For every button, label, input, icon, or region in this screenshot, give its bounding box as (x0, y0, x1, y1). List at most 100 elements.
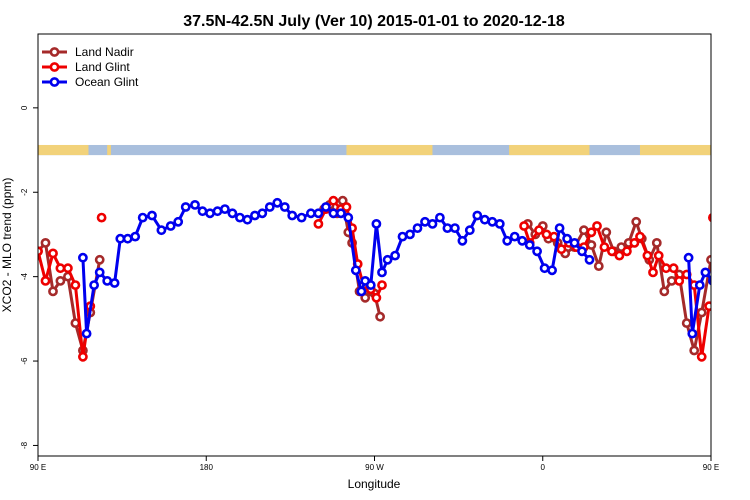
data-point (622, 246, 632, 257)
x-tick-label: 90 E (703, 463, 719, 472)
data-point (737, 233, 744, 240)
data-point (554, 223, 565, 233)
data-point (599, 242, 610, 252)
chart-title: 37.5N-42.5N July (Ver 10) 2015-01-01 to … (183, 13, 565, 30)
legend-marker (49, 77, 60, 87)
data-point (397, 231, 408, 242)
y-tick-label: 0 (20, 105, 29, 110)
land-band-segment (346, 144, 433, 156)
data-point (89, 280, 99, 290)
data-point (547, 265, 557, 276)
legend-marker (49, 62, 60, 72)
data-point (377, 267, 387, 278)
land-band-segment (38, 144, 89, 156)
series-ocean-glint (78, 197, 750, 339)
data-point (659, 286, 670, 297)
data-point (562, 233, 572, 244)
land-band-segment (107, 144, 111, 156)
y-tick-label: -4 (20, 273, 29, 281)
data-point (257, 208, 268, 219)
data-point (708, 213, 711, 223)
data-point (674, 275, 685, 286)
data-point (717, 279, 724, 286)
series-line (81, 201, 591, 336)
land-ocean-mask-band (38, 144, 747, 156)
data-point (706, 254, 711, 265)
y-axis: 0 -2 -4 -6 -8 (20, 105, 38, 449)
data-point (205, 208, 215, 219)
data-point (130, 231, 141, 242)
data-point (687, 328, 698, 339)
data-point (320, 202, 331, 212)
x-axis: 90 E 180 90 W 0 90 E (30, 456, 719, 472)
y-tick-label: -2 (20, 188, 29, 196)
data-point (180, 202, 191, 212)
data-point (234, 212, 245, 223)
data-point (614, 250, 625, 261)
data-point (78, 351, 88, 362)
data-point (700, 267, 711, 278)
data-point (96, 212, 107, 223)
x-axis-label: Longitude (348, 477, 401, 491)
legend-item: Land Glint (42, 60, 130, 74)
data-point (586, 227, 597, 238)
data-point (556, 244, 567, 255)
data-point (681, 318, 692, 328)
data-point (629, 237, 640, 248)
data-point (137, 212, 148, 223)
land-band-segment (509, 144, 590, 156)
data-point (219, 204, 230, 214)
data-point (668, 263, 679, 274)
data-point (464, 225, 475, 236)
land-band-segment (639, 144, 711, 156)
data-point (190, 199, 200, 210)
data-point (651, 237, 662, 248)
data-point (579, 225, 589, 236)
data-point (601, 227, 612, 238)
data-point (365, 280, 376, 290)
data-point (173, 216, 184, 227)
data-point (722, 235, 729, 242)
data-point (457, 235, 468, 246)
data-point (648, 267, 658, 278)
data-point (745, 214, 750, 221)
legend-label: Land Nadir (75, 45, 134, 59)
data-point (666, 275, 677, 286)
data-point (147, 210, 157, 221)
data-point (264, 202, 275, 212)
x-tick-label: 90 W (365, 463, 384, 472)
x-tick-label: 0 (541, 463, 546, 472)
data-point (661, 263, 671, 274)
data-point (48, 248, 58, 259)
data-point (642, 250, 653, 261)
data-point (94, 267, 105, 278)
data-point (48, 286, 58, 297)
data-point (94, 254, 105, 265)
data-point (272, 197, 283, 208)
data-point (635, 231, 645, 242)
x-tick-label: 180 (200, 463, 214, 472)
data-point (313, 218, 324, 229)
data-point (377, 280, 387, 290)
legend-label: Land Glint (75, 60, 130, 74)
data-point (584, 254, 595, 265)
data-point (653, 250, 664, 261)
x-tick-label: 90 E (30, 463, 46, 472)
data-point (541, 229, 552, 240)
series-layer (38, 195, 750, 362)
data-point (472, 210, 483, 221)
data-point (683, 252, 694, 263)
legend-item: Ocean Glint (42, 75, 139, 89)
data-point (689, 345, 700, 356)
land-band-segment (743, 145, 747, 155)
data-point (696, 351, 707, 362)
data-point (487, 216, 498, 227)
data-point (328, 208, 339, 219)
data-point (55, 275, 66, 286)
data-point (296, 212, 307, 223)
data-point (227, 208, 238, 219)
data-point (279, 202, 290, 212)
data-point (156, 225, 167, 236)
data-point (313, 208, 324, 219)
